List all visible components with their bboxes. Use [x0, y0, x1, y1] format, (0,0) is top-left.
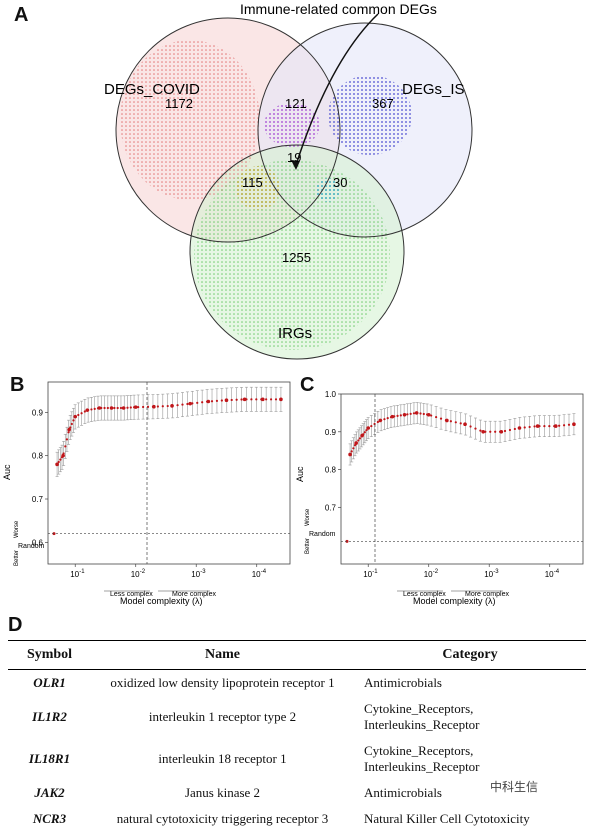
- cell-name: Janus kinase 2: [184, 785, 261, 800]
- plot-b-worse: Worse: [14, 520, 20, 538]
- cell-symbol: NCR3: [32, 811, 67, 826]
- c-xtick-label: 10: [363, 570, 372, 579]
- c-xtick-exp: -4: [554, 569, 560, 575]
- table-row: IL18R1 interleukin 18 receptor 1 Cytokin…: [8, 738, 586, 780]
- b-ytick-label: 0.9: [32, 408, 44, 417]
- panel-b-label: B: [10, 374, 25, 396]
- plot-c-less: Less complex: [403, 591, 446, 598]
- c-ytick-label: 0.9: [325, 428, 337, 437]
- plot-b-random: Random: [18, 543, 45, 550]
- plot-b-less: Less complex: [110, 591, 153, 598]
- c-xtick-label: 10: [484, 570, 493, 579]
- c-xtick-exp: -3: [493, 569, 499, 575]
- b-xtick-exp: -3: [200, 569, 206, 575]
- cell-symbol: IL18R1: [28, 751, 71, 766]
- c-ytick-label: 0.7: [325, 503, 337, 512]
- b-ytick-label: 0.6: [32, 538, 44, 547]
- label-degs-covid: DEGs_COVID: [104, 81, 200, 98]
- panel-d-label: D: [8, 614, 23, 636]
- cell-category: Cytokine_Receptors, Interleukins_Recepto…: [364, 701, 480, 732]
- b-data-point: [242, 397, 247, 402]
- auc-plot-b: 0.90.80.70.6 10 -1 10 -2 10 -3 10 -4 Auc Model …: [2, 381, 291, 606]
- cell-category: Antimicrobials: [364, 675, 442, 690]
- c-ytick-label: 1.0: [325, 390, 337, 399]
- c-data-point: [481, 429, 485, 434]
- b-data-point: [260, 397, 265, 402]
- cell-category: Cytokine_Receptors, Interleukins_Recepto…: [364, 743, 480, 774]
- cell-category: Antimicrobials: [364, 785, 442, 800]
- count-covid-irg: 115: [242, 175, 263, 190]
- cell-symbol: IL1R2: [32, 709, 67, 724]
- b-xtick-exp: -4: [261, 569, 267, 575]
- plot-b-better: Better: [14, 550, 20, 566]
- c-xtick-label: 10: [545, 570, 554, 579]
- plot-c-more: More complex: [465, 591, 509, 598]
- b-xtick-label: 10: [70, 570, 79, 579]
- cell-name: natural cytotoxicity triggering receptor…: [116, 811, 329, 826]
- header-symbol: Symbol: [8, 640, 91, 670]
- table-row: JAK2 Janus kinase 2 Antimicrobials: [8, 780, 586, 806]
- b-xtick-label: 10: [131, 570, 140, 579]
- b-xtick-label: 10: [191, 570, 200, 579]
- b-ytick-label: 0.8: [32, 452, 44, 461]
- table-header-row: Symbol Name Category: [8, 640, 586, 670]
- b-data-point: [188, 401, 192, 406]
- cell-name: interleukin 18 receptor 1: [158, 751, 287, 766]
- cell-symbol: JAK2: [34, 785, 65, 800]
- count-covid-is: 121: [285, 96, 307, 111]
- auc-plot-c: 1.00.90.80.7 10 -1 10 -2 10 -3 10 -4 Auc Model …: [295, 390, 584, 606]
- plot-b-xlabel: Model complexity (λ): [120, 596, 203, 606]
- b-xtick-exp: -2: [140, 569, 146, 575]
- label-irgs: IRGs: [278, 325, 312, 342]
- plot-b-more: More complex: [172, 591, 216, 598]
- c-ytick-label: 0.8: [325, 466, 337, 475]
- c-xtick-exp: -1: [372, 569, 378, 575]
- table-row: OLR1 oxidized low density lipoprotein re…: [8, 670, 586, 697]
- header-category: Category: [354, 640, 586, 670]
- plot-b-ylabel: Auc: [2, 464, 12, 480]
- b-data-point: [67, 427, 71, 432]
- count-irg-only: 1255: [282, 250, 311, 265]
- b-ytick-label: 0.7: [32, 495, 44, 504]
- plot-c-better: Better: [305, 538, 311, 554]
- gene-table: Symbol Name Category OLR1 oxidized low d…: [8, 640, 586, 832]
- c-xtick-exp: -2: [433, 569, 439, 575]
- cell-symbol: OLR1: [33, 675, 66, 690]
- count-is-irg: 30: [333, 175, 347, 190]
- plot-c-ylabel: Auc: [295, 466, 305, 482]
- b-xtick-exp: -1: [79, 569, 85, 575]
- cell-category: Natural Killer Cell Cytotoxicity: [364, 811, 530, 826]
- label-degs-is: DEGs_IS: [402, 81, 465, 98]
- panel-a-label: A: [14, 4, 29, 26]
- cell-name: oxidized low density lipoprotein recepto…: [110, 675, 335, 690]
- panel-c-label: C: [300, 374, 315, 396]
- venn-diagram: Immune-related common DEGs DEGs_COVID DE…: [104, 1, 473, 360]
- count-covid-only: 1172: [165, 96, 193, 111]
- b-xtick-label: 10: [252, 570, 261, 579]
- venn-annotation: Immune-related common DEGs: [240, 1, 437, 17]
- plot-c-random: Random: [309, 531, 336, 538]
- c-xtick-label: 10: [424, 570, 433, 579]
- count-all: 19: [287, 150, 301, 165]
- cell-name: interleukin 1 receptor type 2: [148, 709, 297, 724]
- table-row: NCR3 natural cytotoxicity triggering rec…: [8, 806, 586, 832]
- table-row: IL1R2 interleukin 1 receptor type 2 Cyto…: [8, 696, 586, 738]
- header-name: Name: [91, 640, 354, 670]
- plot-c-xlabel: Model complexity (λ): [413, 596, 496, 606]
- watermark: 中科生信: [490, 780, 539, 794]
- c-data-point: [535, 424, 540, 428]
- c-data-point: [553, 424, 558, 428]
- plot-c-worse: Worse: [305, 508, 311, 526]
- count-is-only: 367: [372, 96, 394, 111]
